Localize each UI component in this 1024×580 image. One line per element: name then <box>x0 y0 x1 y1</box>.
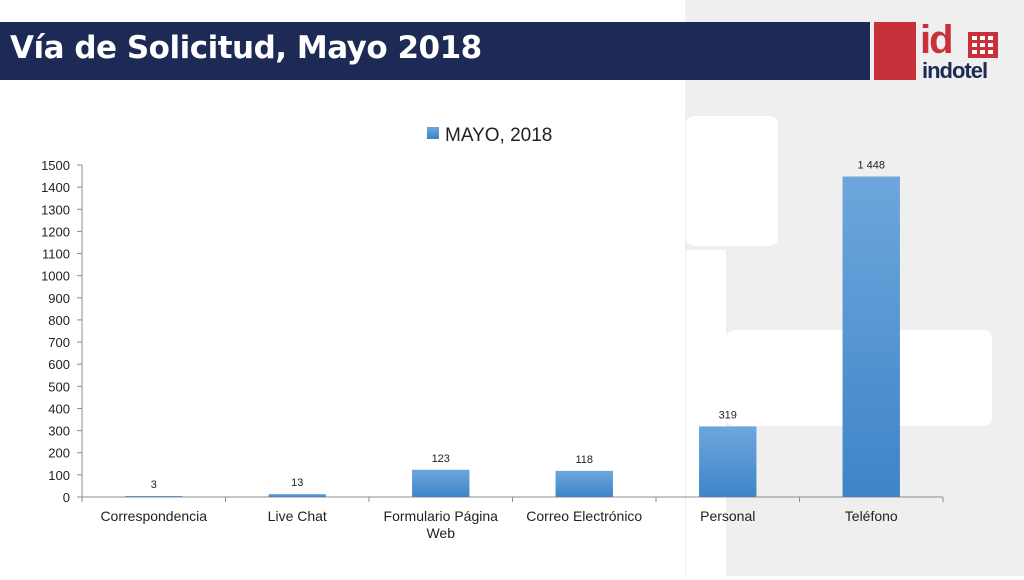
background-block <box>686 250 726 580</box>
slide-title: Vía de Solicitud, Mayo 2018 <box>10 30 482 66</box>
chart-legend: MAYO, 2018 <box>427 125 552 146</box>
y-tick-label: 1200 <box>41 224 70 239</box>
bar <box>125 496 183 497</box>
y-tick-label: 1500 <box>41 158 70 173</box>
bar <box>268 494 326 497</box>
y-tick-label: 900 <box>48 291 70 306</box>
legend-label: MAYO, 2018 <box>445 125 552 146</box>
x-tick-label: Teléfono <box>845 508 898 524</box>
keypad-icon <box>968 32 998 58</box>
x-tick-label: Correo Electrónico <box>526 508 642 524</box>
data-label: 319 <box>719 409 737 421</box>
y-tick-label: 1000 <box>41 269 70 284</box>
y-tick-label: 100 <box>48 468 70 483</box>
bar <box>699 426 757 497</box>
title-bar <box>0 22 870 80</box>
y-tick-label: 1100 <box>42 247 70 262</box>
y-tick-label: 400 <box>48 401 70 416</box>
logo-red-block <box>874 22 916 80</box>
y-tick-label: 0 <box>63 490 70 505</box>
y-tick-label: 500 <box>48 379 70 394</box>
y-tick-label: 800 <box>48 313 70 328</box>
y-tick-label: 300 <box>48 424 70 439</box>
data-label: 118 <box>575 454 593 466</box>
data-label: 3 <box>151 479 157 491</box>
y-tick-label: 600 <box>48 357 70 372</box>
logo-name: indotel <box>922 58 988 83</box>
data-label: 1 448 <box>857 160 885 172</box>
data-label: 13 <box>291 477 303 489</box>
x-tick-label: Formulario Página Web <box>384 508 499 541</box>
x-tick-label: Live Chat <box>268 508 327 524</box>
background-block <box>686 116 778 246</box>
y-tick-label: 200 <box>48 446 70 461</box>
x-tick-label: Correspondencia <box>100 508 207 524</box>
x-tick-label: Personal <box>700 508 755 524</box>
data-label: 123 <box>432 453 450 465</box>
y-tick-label: 1300 <box>41 202 70 217</box>
bar <box>842 176 900 497</box>
bar <box>412 469 470 497</box>
y-tick-label: 700 <box>48 335 70 350</box>
bar <box>555 470 613 497</box>
legend-swatch <box>427 127 439 139</box>
y-tick-label: 1400 <box>41 180 70 195</box>
logo-mark: id <box>920 18 954 62</box>
indotel-logo: id indotel <box>920 18 1004 83</box>
